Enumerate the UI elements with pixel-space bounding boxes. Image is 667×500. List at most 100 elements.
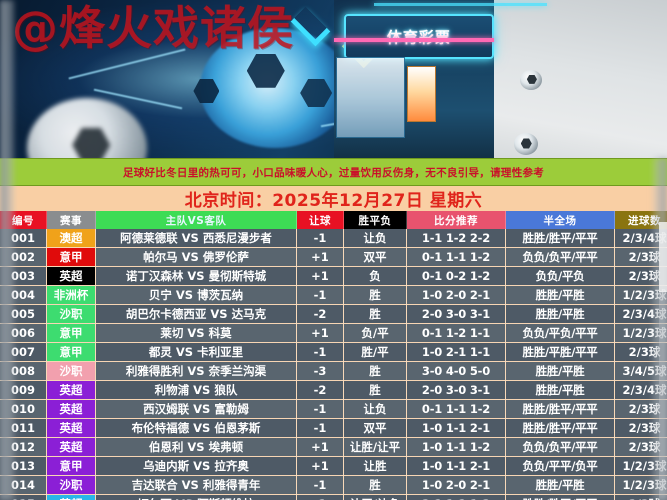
cell-league: 非洲杯 (46, 285, 96, 305)
neon-pink-strip-icon (333, 37, 494, 42)
column-header-halftime[interactable]: 半全场 (505, 211, 615, 229)
watermark-text: @烽火戏诸侯 (12, 1, 294, 55)
table-row[interactable]: 011 英超 布伦特福德 VS 伯恩茅斯 -1 双平 1-0 1-1 2-1 胜胜/胜平/平… (0, 418, 667, 438)
cell-wdl: 让负 (343, 229, 407, 248)
cell-halftime: 胜胜/平胜 (505, 475, 615, 495)
cell-score: 2-1 1-1 1-2 (406, 494, 506, 500)
cell-wdl: 双平 (343, 418, 407, 438)
cell-match: 吉达联合 VS 利雅得青年 (95, 475, 297, 495)
table-row[interactable]: 014 沙职 吉达联合 VS 利雅得青年 -1 胜 1-0 2-0 2-1 胜胜/平胜 1/2… (0, 475, 667, 495)
cell-wdl: 让胜 (343, 456, 407, 476)
cell-league: 英超 (46, 494, 96, 500)
cell-wdl: 让负 (343, 399, 407, 419)
cell-score: 0-1 1-1 1-2 (406, 247, 506, 267)
cell-handicap: -2 (296, 304, 344, 324)
scrollbar[interactable] (659, 222, 667, 500)
cell-score: 1-0 2-0 2-1 (406, 475, 506, 495)
table-row[interactable]: 001 澳超 阿德莱德联 VS 西悉尼漫步者 -1 让负 1-1 1-2 2-2 胜胜/胜平… (0, 229, 667, 248)
shop-poster (406, 66, 436, 123)
cell-match: 贝宁 VS 博茨瓦纳 (95, 285, 297, 305)
table-row[interactable]: 004 非洲杯 贝宁 VS 博茨瓦纳 -1 胜 1-0 2-0 2-1 胜胜/平胜 1/2/3… (0, 285, 667, 305)
table-row[interactable]: 015英超切尔西 VS 阿斯顿维拉-1让平/让负2-1 1-1 1-2胜胜/胜平… (0, 494, 667, 500)
floating-football-icon (513, 132, 538, 155)
match-table: 编号 赛事 主队VS客队 让球 胜平负 比分推荐 半全场 进球数 001 澳超 阿德… (0, 211, 667, 500)
league-badge: 英超 (47, 381, 95, 399)
league-badge: 意甲 (47, 343, 95, 361)
cell-league: 澳超 (46, 229, 96, 248)
column-header-league[interactable]: 赛事 (46, 211, 96, 229)
league-badge: 意甲 (47, 248, 95, 266)
cell-halftime: 胜胜/平胜 (505, 285, 615, 305)
cell-score: 2-0 3-0 3-1 (406, 380, 506, 400)
date-text: 北京时间：2025年12月27日 星期六 (184, 191, 483, 211)
cell-score: 0-1 1-1 1-2 (406, 399, 506, 419)
column-header-match[interactable]: 主队VS客队 (95, 211, 297, 229)
league-badge: 非洲杯 (47, 286, 95, 304)
cell-match: 诺丁汉森林 VS 曼彻斯特城 (95, 266, 297, 286)
cell-halftime: 负负/负平/平平 (505, 247, 615, 267)
cell-handicap: -2 (296, 380, 344, 400)
league-badge: 意甲 (47, 457, 95, 475)
table-row[interactable]: 008 沙职 利雅得胜利 VS 奈季兰沟渠 -3 胜 3-0 4-0 5-0 胜胜/平胜 3/… (0, 361, 667, 381)
cell-score: 1-0 2-1 1-1 (406, 342, 506, 362)
floating-football-icon (520, 69, 543, 90)
column-header-wdl[interactable]: 胜平负 (343, 211, 407, 229)
cell-score: 3-0 4-0 5-0 (406, 361, 506, 381)
cell-handicap: -3 (296, 361, 344, 381)
cell-score: 2-0 3-0 3-1 (406, 304, 506, 324)
cell-wdl: 让胜/让平 (343, 437, 407, 457)
table-row[interactable]: 002 意甲 帕尔马 VS 佛罗伦萨 +1 双平 0-1 1-1 1-2 负负/负平/平平 2… (0, 247, 667, 267)
cell-league: 沙职 (46, 475, 96, 495)
cell-score: 1-1 1-2 2-2 (406, 229, 506, 248)
table-body: 001 澳超 阿德莱德联 VS 西悉尼漫步者 -1 让负 1-1 1-2 2-2 胜胜/胜平… (0, 229, 667, 500)
league-badge: 英超 (47, 495, 95, 500)
hero-banner: 体育彩票 @烽火戏诸侯 (0, 0, 667, 158)
cell-handicap: -1 (296, 399, 344, 419)
table-row[interactable]: 006 意甲 莱切 VS 科莫 +1 负/平 0-1 1-2 1-1 负负/平负/平平 1/2… (0, 323, 667, 343)
cell-league: 意甲 (46, 323, 96, 343)
cell-handicap: -1 (296, 285, 344, 305)
cell-handicap: +1 (296, 323, 344, 343)
cell-wdl: 胜/平 (343, 342, 407, 362)
league-badge: 英超 (47, 419, 95, 437)
cell-league: 意甲 (46, 456, 96, 476)
cell-halftime: 胜胜/平胜 (505, 361, 615, 381)
cell-match: 帕尔马 VS 佛罗伦萨 (95, 247, 297, 267)
cell-league: 英超 (46, 418, 96, 438)
cell-match: 阿德莱德联 VS 西悉尼漫步者 (95, 229, 297, 248)
league-badge: 英超 (47, 267, 95, 285)
column-header-score[interactable]: 比分推荐 (406, 211, 506, 229)
cell-halftime: 负负/负平/平平 (505, 437, 615, 457)
cell-score: 0-1 1-2 1-1 (406, 323, 506, 343)
cell-wdl: 胜 (343, 475, 407, 495)
table-row[interactable]: 007 意甲 都灵 VS 卡利亚里 -1 胜/平 1-0 2-1 1-1 胜胜/平胜/平平 2… (0, 342, 667, 362)
table-row[interactable]: 012 英超 伯恩利 VS 埃弗顿 +1 让胜/让平 1-0 1-1 1-2 负负/负平/平… (0, 437, 667, 457)
cell-match: 乌迪内斯 VS 拉齐奥 (95, 456, 297, 476)
cell-match: 切尔西 VS 阿斯顿维拉 (95, 494, 297, 500)
table-row[interactable]: 009 英超 利物浦 VS 狼队 -2 胜 2-0 3-0 3-1 胜胜/平胜 2/3/4球 (0, 380, 667, 400)
cell-halftime: 胜胜/胜平/平平 (505, 229, 615, 248)
cell-league: 英超 (46, 437, 96, 457)
cell-handicap: -1 (296, 229, 344, 248)
cell-match: 都灵 VS 卡利亚里 (95, 342, 297, 362)
cell-league: 沙职 (46, 361, 96, 381)
cell-wdl: 胜 (343, 285, 407, 305)
cell-match: 伯恩利 VS 埃弗顿 (95, 437, 297, 457)
cell-score: 1-0 2-0 2-1 (406, 285, 506, 305)
league-badge: 沙职 (47, 476, 95, 494)
table-row[interactable]: 003 英超 诺丁汉森林 VS 曼彻斯特城 +1 负 0-1 0-2 1-2 负负/平负 2/… (0, 266, 667, 286)
cell-match: 布伦特福德 VS 伯恩茅斯 (95, 418, 297, 438)
cell-halftime: 负负/平平/负平 (505, 456, 615, 476)
table-row[interactable]: 013 意甲 乌迪内斯 VS 拉齐奥 +1 让胜 1-0 1-1 2-1 负负/平平/负平 1… (0, 456, 667, 476)
column-header-handicap[interactable]: 让球 (296, 211, 344, 229)
shop-sign-label: 体育彩票 (346, 26, 493, 47)
cell-no: 014 (0, 475, 47, 495)
disclaimer-text: 足球好比冬日里的热可可，小口品味暖人心，过量饮用反伤身，无不良引导，请理性参考 (122, 166, 545, 179)
table-head: 编号 赛事 主队VS客队 让球 胜平负 比分推荐 半全场 进球数 (0, 211, 667, 229)
scrollbar-thumb[interactable] (659, 222, 667, 292)
cell-handicap: -1 (296, 475, 344, 495)
table-row[interactable]: 010 英超 西汉姆联 VS 富勒姆 -1 让负 0-1 1-1 1-2 胜胜/胜平/平平 2… (0, 399, 667, 419)
table-row[interactable]: 005 沙职 胡巴尔卡德西亚 VS 达马克 -2 胜 2-0 3-0 3-1 胜胜/平胜 2/… (0, 304, 667, 324)
date-bar: 北京时间：2025年12月27日 星期六 (0, 186, 667, 211)
cell-halftime: 胜胜/平胜/平平 (505, 342, 615, 362)
